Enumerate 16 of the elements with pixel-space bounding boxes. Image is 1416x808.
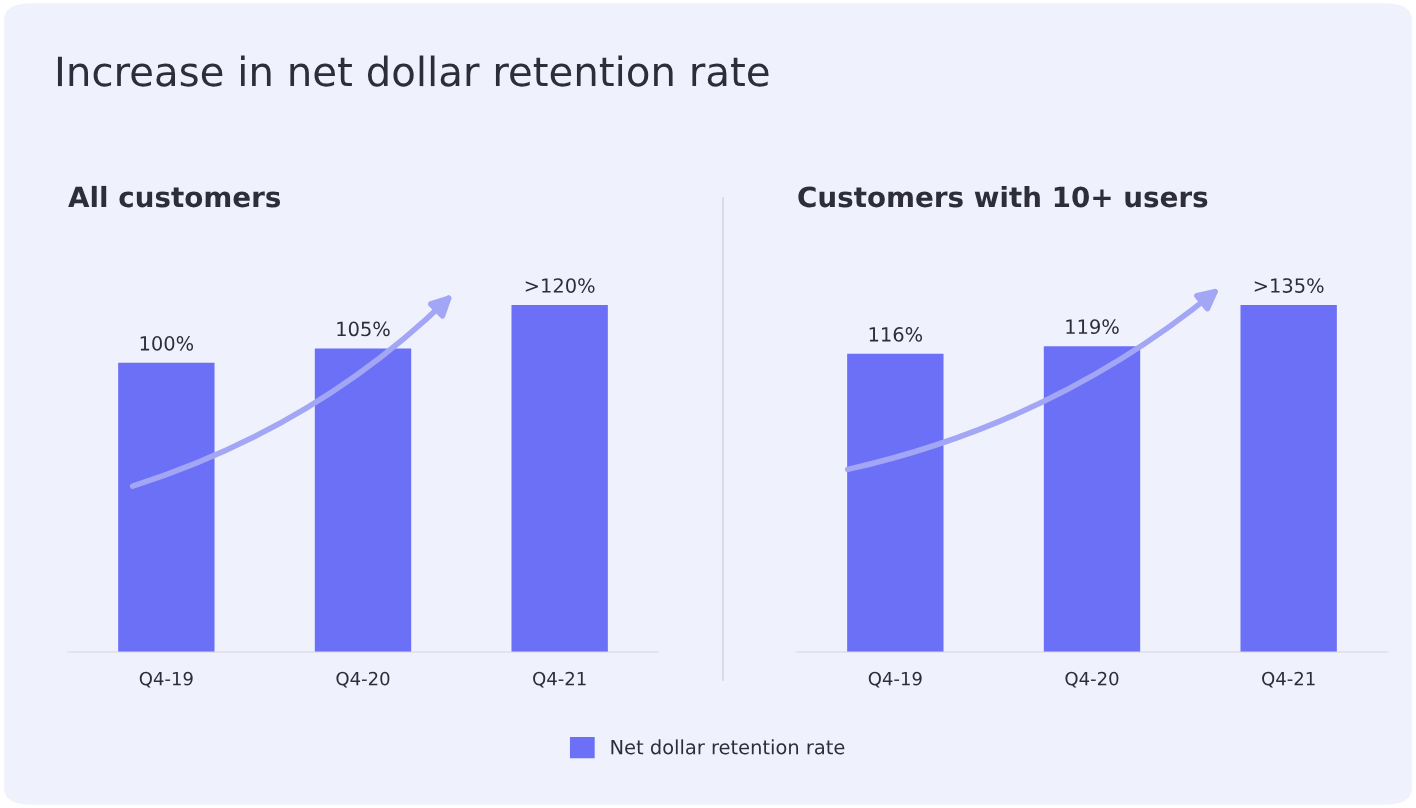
data-label: 119%	[1066, 319, 1119, 335]
x-tick-label: Q4-20	[1065, 671, 1119, 688]
data-label: 105%	[337, 321, 390, 337]
data-label: >120%	[525, 278, 595, 293]
x-tick-label: Q4-19	[868, 671, 922, 688]
x-tick-label: Q4-19	[139, 671, 193, 688]
legend-label: Net dollar retention rate	[611, 739, 845, 755]
chart-title: Customers with 10+ users	[798, 185, 1208, 208]
text: Increase in net dollar retention rate	[57, 55, 769, 87]
chart-title: All customers	[68, 185, 281, 208]
data-label: 100%	[140, 336, 194, 351]
data-label: >135%	[1254, 278, 1324, 293]
x-tick-label: Q4-21	[533, 671, 586, 688]
x-tick-label: Q4-20	[336, 671, 390, 688]
data-label: 116%	[869, 327, 923, 342]
x-tick-label: Q4-21	[1262, 671, 1315, 688]
